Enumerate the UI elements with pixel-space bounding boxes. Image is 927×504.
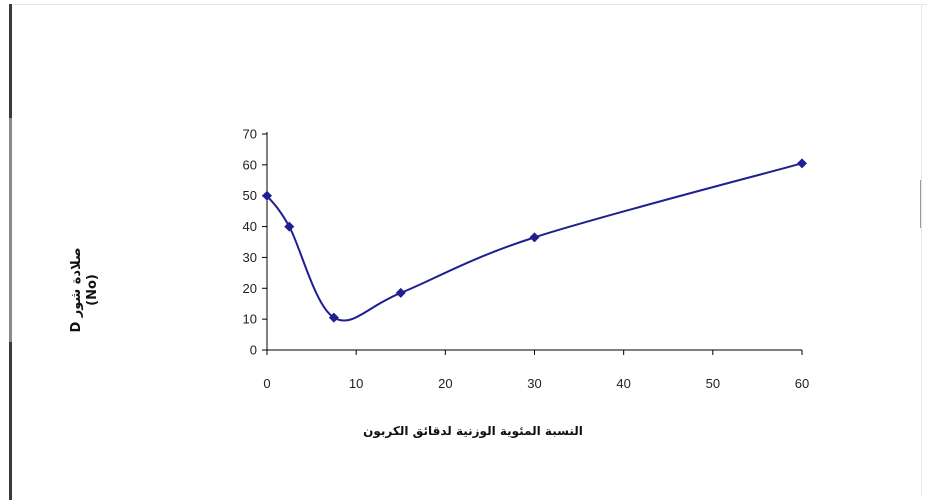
y-axis-ticks: 0 10 20 30 40 50 60 70 [243, 127, 267, 358]
data-point-marker [262, 190, 272, 201]
y-tick-label: 70 [243, 127, 257, 142]
y-tick-label: 50 [243, 188, 257, 203]
x-tick-label: 50 [706, 376, 720, 391]
page-right-border [921, 4, 922, 496]
x-tick-label: 0 [263, 376, 270, 391]
y-tick-label: 40 [243, 219, 257, 234]
y-tick-label: 60 [243, 157, 257, 172]
x-axis-label: النسبة المئوية الوزنية لدقائق الكربون [363, 424, 583, 438]
y-tick-label: 0 [250, 343, 257, 358]
data-point-marker [328, 312, 339, 323]
series-markers [262, 158, 807, 323]
x-tick-label: 20 [438, 376, 452, 391]
page-right-mark [920, 180, 921, 228]
data-point-marker [284, 221, 295, 232]
x-tick-label: 60 [795, 376, 809, 391]
page-top-border [10, 4, 927, 5]
data-point-marker [797, 158, 807, 169]
y-tick-label: 30 [243, 250, 257, 265]
x-tick-label: 30 [527, 376, 541, 391]
data-point-marker [529, 232, 540, 243]
x-tick-label: 40 [616, 376, 630, 391]
x-axis-ticks: 0 10 20 30 40 50 60 [263, 350, 809, 391]
y-tick-label: 10 [243, 312, 257, 327]
data-point-marker [395, 287, 406, 298]
x-tick-label: 10 [349, 376, 363, 391]
y-tick-label: 20 [243, 281, 257, 296]
page-left-border-shade [9, 118, 12, 342]
